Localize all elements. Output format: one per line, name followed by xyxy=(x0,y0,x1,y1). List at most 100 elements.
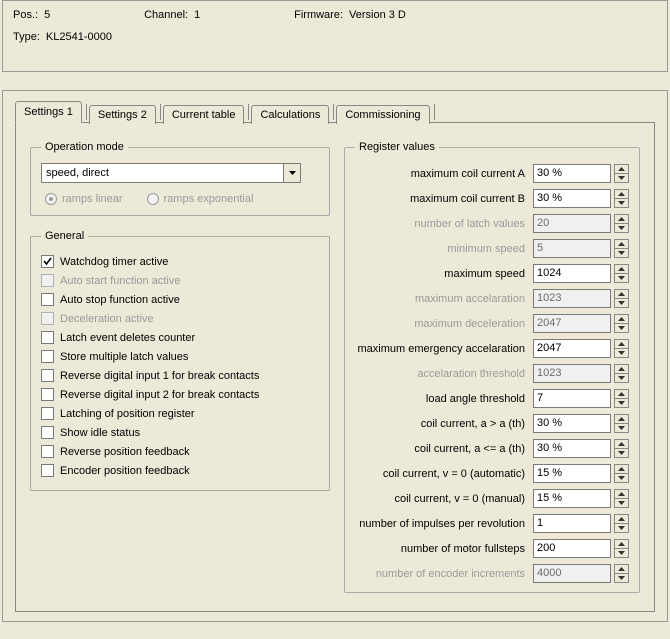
spin-up-button[interactable] xyxy=(615,565,628,573)
checkbox[interactable] xyxy=(41,464,54,477)
tab-commissioning[interactable]: Commissioning xyxy=(336,105,429,124)
tab-settings-2[interactable]: Settings 2 xyxy=(89,105,156,124)
spin-up-button[interactable] xyxy=(615,165,628,173)
number-box: 30 % xyxy=(533,414,629,433)
tab-settings-1[interactable]: Settings 1 xyxy=(15,101,82,123)
spin-up-button[interactable] xyxy=(615,265,628,273)
spin-up-button[interactable] xyxy=(615,215,628,223)
spin-up-button[interactable] xyxy=(615,340,628,348)
checkbox-label: Reverse digital input 1 for break contac… xyxy=(60,370,259,382)
spin-down-button[interactable] xyxy=(615,323,628,332)
number-input[interactable]: 30 % xyxy=(533,189,611,208)
spin-down-button[interactable] xyxy=(615,248,628,257)
checkbox[interactable] xyxy=(41,388,54,401)
spinner[interactable] xyxy=(614,314,629,333)
tabstrip: Settings 1 Settings 2 Current table Calcula… xyxy=(15,101,655,123)
info-row-2: Type: KL2541-0000 xyxy=(13,31,657,43)
checkbox[interactable] xyxy=(41,331,54,344)
tab-separator xyxy=(86,104,87,120)
spin-down-button[interactable] xyxy=(615,573,628,582)
number-box: 30 % xyxy=(533,439,629,458)
spinner[interactable] xyxy=(614,189,629,208)
checkbox[interactable] xyxy=(41,369,54,382)
register-row: number of encoder increments4000 xyxy=(355,563,629,584)
tab-separator xyxy=(434,104,435,120)
spin-down-button[interactable] xyxy=(615,548,628,557)
spinner[interactable] xyxy=(614,164,629,183)
number-input[interactable]: 30 % xyxy=(533,414,611,433)
chevron-down-icon xyxy=(618,276,625,280)
dropdown-button[interactable] xyxy=(283,164,300,182)
spin-down-button[interactable] xyxy=(615,398,628,407)
spin-up-button[interactable] xyxy=(615,490,628,498)
spin-down-button[interactable] xyxy=(615,473,628,482)
spinner[interactable] xyxy=(614,514,629,533)
chevron-up-icon xyxy=(618,392,625,396)
spinner[interactable] xyxy=(614,239,629,258)
number-input[interactable]: 15 % xyxy=(533,464,611,483)
spin-down-button[interactable] xyxy=(615,223,628,232)
spin-down-button[interactable] xyxy=(615,298,628,307)
operation-mode-row1: speed, direct xyxy=(41,163,319,183)
number-input[interactable]: 30 % xyxy=(533,164,611,183)
spinner[interactable] xyxy=(614,539,629,558)
spin-up-button[interactable] xyxy=(615,290,628,298)
spin-down-button[interactable] xyxy=(615,448,628,457)
spin-down-button[interactable] xyxy=(615,523,628,532)
spin-up-button[interactable] xyxy=(615,240,628,248)
spin-down-button[interactable] xyxy=(615,348,628,357)
spinner[interactable] xyxy=(614,364,629,383)
checkbox[interactable] xyxy=(41,255,54,268)
spin-down-button[interactable] xyxy=(615,498,628,507)
spinner[interactable] xyxy=(614,414,629,433)
checkbox[interactable] xyxy=(41,350,54,363)
spin-down-button[interactable] xyxy=(615,373,628,382)
number-input[interactable]: 30 % xyxy=(533,439,611,458)
spin-up-button[interactable] xyxy=(615,440,628,448)
number-input[interactable]: 15 % xyxy=(533,489,611,508)
chevron-up-icon xyxy=(618,467,625,471)
checkbox[interactable] xyxy=(41,445,54,458)
spin-down-button[interactable] xyxy=(615,273,628,282)
spinner[interactable] xyxy=(614,439,629,458)
spin-up-button[interactable] xyxy=(615,390,628,398)
number-input[interactable]: 2047 xyxy=(533,339,611,358)
chevron-up-icon xyxy=(618,317,625,321)
spin-up-button[interactable] xyxy=(615,540,628,548)
tab-calculations[interactable]: Calculations xyxy=(251,105,329,124)
checkbox[interactable] xyxy=(41,426,54,439)
spin-up-button[interactable] xyxy=(615,465,628,473)
spinner[interactable] xyxy=(614,289,629,308)
register-row: coil current, a > a (th)30 % xyxy=(355,413,629,434)
info-row-1: Pos.: 5 Channel: 1 Firmware: Version 3 D xyxy=(13,9,657,21)
spinner[interactable] xyxy=(614,264,629,283)
number-input[interactable]: 1 xyxy=(533,514,611,533)
number-input[interactable]: 200 xyxy=(533,539,611,558)
spin-up-button[interactable] xyxy=(615,190,628,198)
ramps-exponential-radio: ramps exponential xyxy=(147,193,254,205)
checkbox-row: Encoder position feedback xyxy=(41,461,319,480)
spinner[interactable] xyxy=(614,339,629,358)
spin-up-button[interactable] xyxy=(615,315,628,323)
spin-up-button[interactable] xyxy=(615,515,628,523)
chevron-up-icon xyxy=(618,342,625,346)
tab-current-table[interactable]: Current table xyxy=(163,105,245,124)
operation-mode-select[interactable]: speed, direct xyxy=(41,163,301,183)
spinner[interactable] xyxy=(614,464,629,483)
checkbox-row: Deceleration active xyxy=(41,309,319,328)
number-input[interactable]: 7 xyxy=(533,389,611,408)
spin-up-button[interactable] xyxy=(615,365,628,373)
register-label: number of motor fullsteps xyxy=(355,543,533,555)
spinner[interactable] xyxy=(614,214,629,233)
checkbox[interactable] xyxy=(41,293,54,306)
spin-down-button[interactable] xyxy=(615,173,628,182)
number-input[interactable]: 1024 xyxy=(533,264,611,283)
checkbox[interactable] xyxy=(41,407,54,420)
spin-down-button[interactable] xyxy=(615,198,628,207)
spinner[interactable] xyxy=(614,389,629,408)
spin-down-button[interactable] xyxy=(615,423,628,432)
spinner[interactable] xyxy=(614,489,629,508)
spin-up-button[interactable] xyxy=(615,415,628,423)
number-box: 7 xyxy=(533,389,629,408)
spinner[interactable] xyxy=(614,564,629,583)
